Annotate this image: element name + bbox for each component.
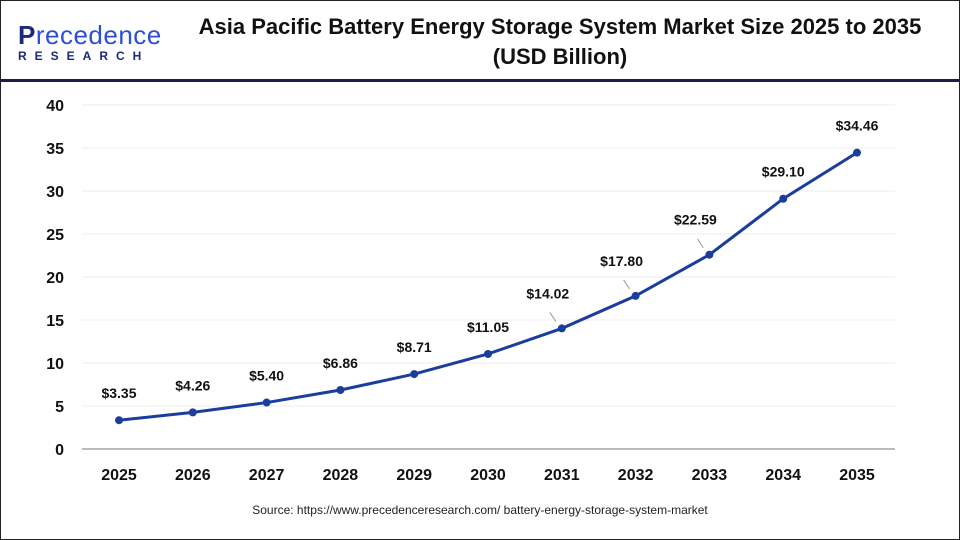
- x-tick-label: 2025: [101, 467, 137, 484]
- source-note: Source: https://www.precedenceresearch.c…: [252, 503, 708, 517]
- data-point: [336, 386, 345, 395]
- x-tick-label: 2027: [249, 467, 285, 484]
- series-line: [118, 151, 858, 422]
- x-tick-label: 2032: [618, 467, 654, 484]
- y-tick-label: 10: [46, 356, 64, 373]
- y-tick-label: 5: [55, 399, 64, 416]
- header-divider: [1, 79, 959, 82]
- data-label: $4.26: [175, 377, 210, 393]
- data-point: [410, 370, 419, 379]
- data-point: [853, 148, 861, 157]
- data-label: $5.40: [249, 368, 284, 384]
- x-tick-label: 2034: [765, 467, 801, 484]
- data-label: $6.86: [323, 355, 358, 371]
- data-label: $34.46: [836, 118, 879, 134]
- y-tick-label: 25: [46, 227, 64, 244]
- chart-title: Asia Pacific Battery Energy Storage Syst…: [170, 12, 950, 72]
- x-tick-label: 2026: [175, 467, 211, 484]
- data-label: $17.80: [600, 253, 643, 269]
- label-leader-line: [696, 238, 704, 249]
- data-label: $8.71: [397, 339, 432, 355]
- data-point: [705, 250, 714, 259]
- y-tick-label: 20: [46, 270, 64, 287]
- label-leader-line: [549, 312, 557, 322]
- data-point: [631, 291, 640, 300]
- data-point: [484, 349, 492, 358]
- x-tick-label: 2030: [470, 467, 506, 484]
- x-tick-label: 2035: [839, 467, 875, 484]
- y-tick-label: 0: [55, 442, 64, 459]
- x-tick-label: 2029: [396, 467, 432, 484]
- data-point: [115, 416, 123, 425]
- logo-initial: P: [18, 20, 36, 50]
- title-line-2: (USD Billion): [492, 44, 628, 69]
- logo-subword: RESEARCH: [18, 49, 150, 63]
- y-tick-label: 35: [46, 141, 64, 158]
- data-point: [557, 324, 566, 333]
- x-tick-label: 2033: [692, 467, 728, 484]
- data-point: [188, 408, 197, 417]
- data-label: $3.35: [101, 385, 136, 401]
- logo-word: recedence: [35, 20, 162, 50]
- data-label: $29.10: [762, 164, 805, 180]
- y-tick-label: 15: [46, 313, 64, 330]
- data-label: $14.02: [526, 285, 569, 301]
- precedence-research-logo: Precedence RESEARCH: [18, 20, 161, 63]
- x-tick-label: 2028: [323, 467, 359, 484]
- data-point: [779, 194, 788, 203]
- y-tick-label: 40: [46, 98, 64, 115]
- data-point: [262, 398, 271, 407]
- label-leader-line: [623, 279, 631, 290]
- title-line-1: Asia Pacific Battery Energy Storage Syst…: [198, 14, 922, 39]
- data-label: $11.05: [467, 319, 509, 335]
- x-tick-label: 2031: [544, 467, 580, 484]
- data-label: $22.59: [674, 212, 717, 228]
- y-tick-label: 30: [46, 184, 64, 201]
